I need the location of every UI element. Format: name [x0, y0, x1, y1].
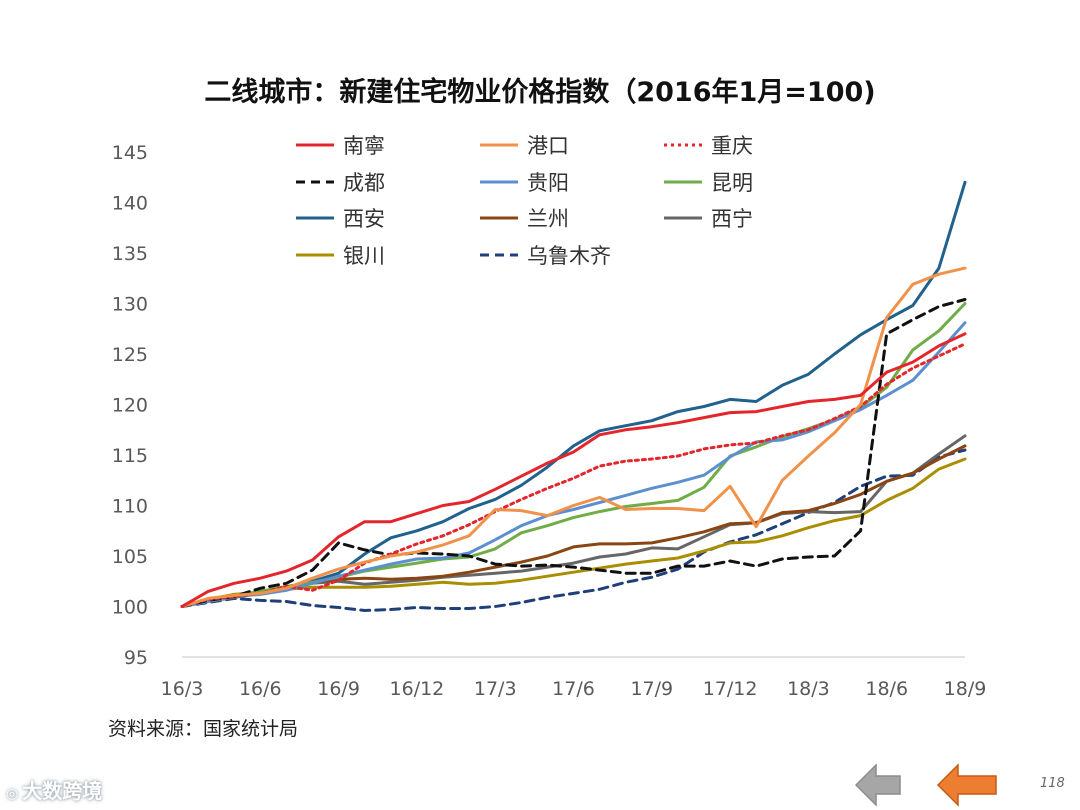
next-arrow-icon[interactable]	[936, 763, 997, 807]
series-line-南寧	[180, 332, 967, 608]
watermark: ◎ 大数跨境	[6, 775, 102, 804]
legend-label: 昆明	[711, 171, 753, 195]
y-tick-label: 125	[112, 344, 148, 366]
x-tick-label: 16/6	[239, 678, 282, 700]
legend-label: 贵阳	[527, 171, 569, 195]
series-line-西宁	[180, 434, 967, 608]
y-tick-label: 110	[112, 496, 148, 518]
series-line-银川	[180, 457, 967, 608]
x-tick-label: 17/9	[630, 678, 673, 700]
legend-label: 南寧	[343, 134, 385, 158]
x-tick-label: 17/12	[703, 678, 758, 700]
legend-label: 港口	[527, 134, 569, 158]
y-tick-label: 100	[112, 597, 148, 619]
x-tick-label: 18/9	[944, 678, 987, 700]
y-tick-label: 120	[112, 395, 148, 417]
watermark-logo-icon: ◎	[6, 786, 19, 802]
legend-label: 西安	[343, 207, 385, 231]
page-number: 118	[1040, 776, 1065, 791]
watermark-text: 大数跨境	[22, 779, 103, 803]
prev-arrow-icon[interactable]	[854, 763, 901, 807]
series-line-成都	[180, 298, 967, 608]
series-layer	[180, 180, 967, 612]
x-tick-label: 17/6	[552, 678, 595, 700]
legend-label: 乌鲁木齐	[527, 244, 611, 268]
y-tick-label: 115	[112, 445, 148, 467]
legend-label: 兰州	[527, 207, 569, 231]
y-tick-label: 135	[112, 243, 148, 265]
y-tick-label: 105	[112, 546, 148, 568]
series-line-昆明	[180, 302, 967, 608]
y-tick-label: 145	[112, 142, 148, 164]
legend-label: 银川	[343, 244, 385, 268]
x-tick-label: 16/3	[161, 678, 204, 700]
y-axis: 95 100 105 110 115 120 125 130 135 140 145	[112, 142, 148, 669]
x-tick-label: 16/12	[390, 678, 445, 700]
y-tick-label: 95	[124, 647, 148, 669]
x-tick-label: 18/3	[787, 678, 830, 700]
source-note: 资料来源：国家统计局	[108, 718, 299, 740]
series-line-重庆	[180, 342, 967, 608]
y-tick-label: 140	[112, 193, 148, 215]
legend-label: 西宁	[711, 207, 753, 231]
x-tick-label: 17/3	[474, 678, 517, 700]
legend-label: 成都	[343, 171, 385, 195]
legend-label: 重庆	[711, 134, 753, 158]
x-axis: 16/3 16/6 16/9 16/12 17/3 17/6 17/9 17/12 18/3 18…	[161, 656, 987, 700]
series-line-港口	[180, 266, 967, 608]
y-tick-label: 130	[112, 294, 148, 316]
chart-title: 二线城市：新建住宅物业价格指数（2016年1月=100)	[204, 77, 876, 108]
x-tick-label: 18/6	[865, 678, 908, 700]
series-line-乌鲁木齐	[180, 448, 967, 612]
x-tick-label: 16/9	[317, 678, 360, 700]
series-line-贵阳	[180, 321, 967, 608]
